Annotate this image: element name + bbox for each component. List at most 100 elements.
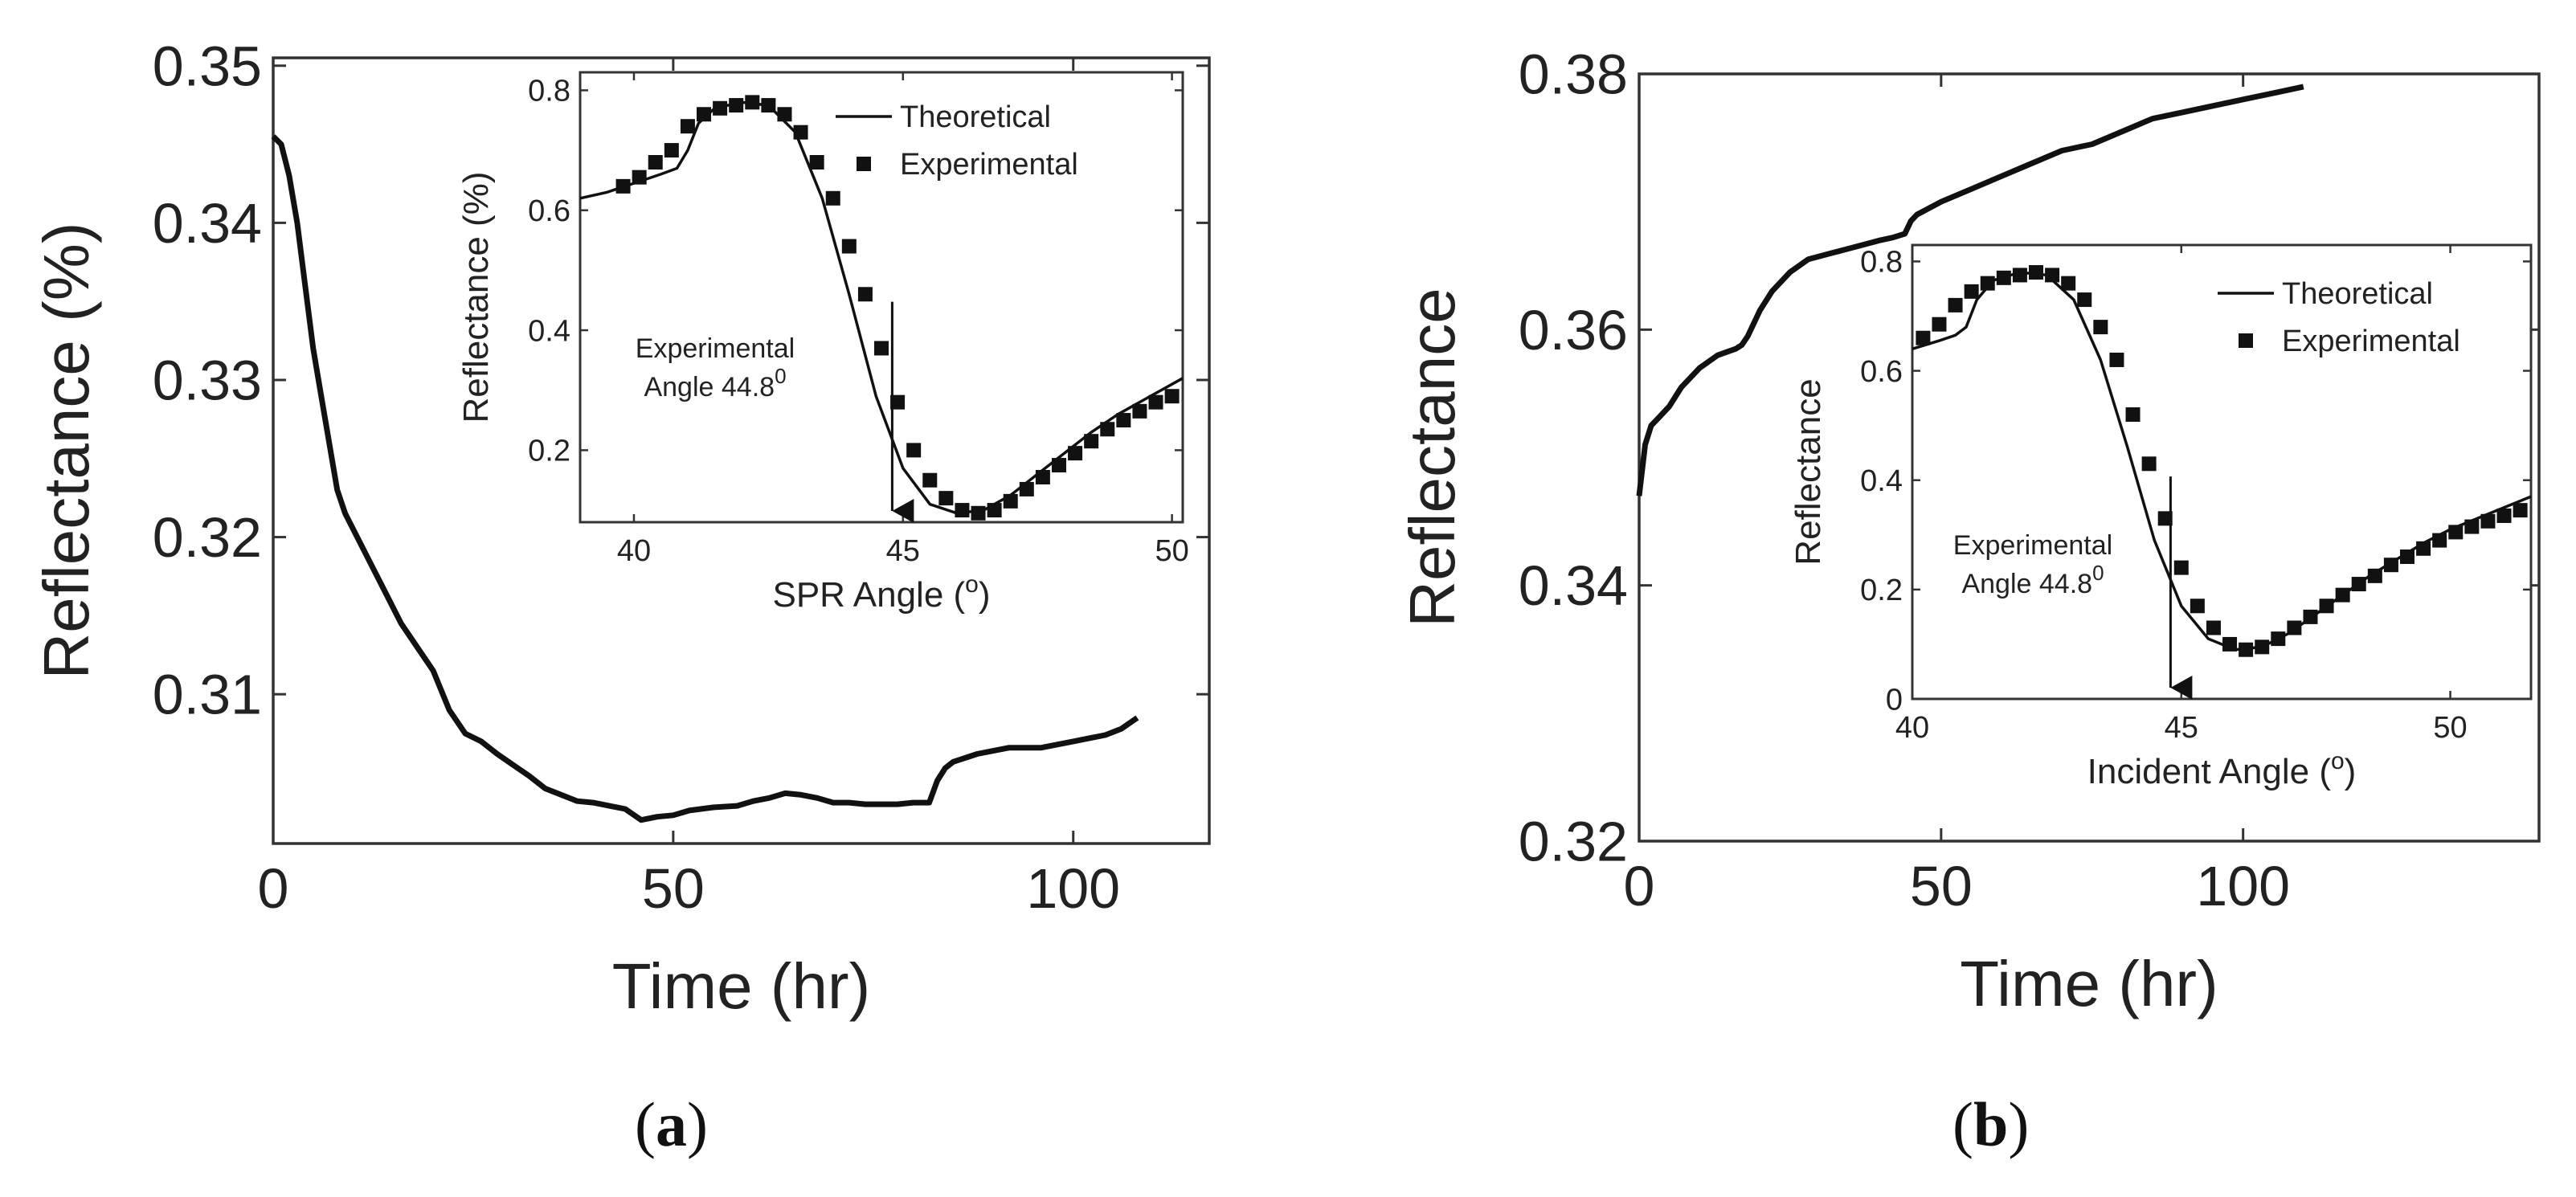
panel-label-b: (b) (1952, 1089, 2030, 1159)
panel-b-inset-y-tick-label: 0 (1886, 683, 1903, 717)
panel-b-y-tick-label: 0.34 (1519, 554, 1628, 617)
panel-b-inset-experimental-point (1916, 330, 1931, 345)
panel-a-inset-experimental-point (987, 503, 1002, 518)
panel-b-inset-experimental-point (1948, 297, 1963, 313)
panel-a-inset-experimental-point (615, 178, 631, 194)
chart-panel-a: 0 50 100 0.31 0.32 0.33 0.34 0.35 Time (hr) Refle… (31, 35, 1211, 1022)
panel-b-y-tick-label: 0.36 (1519, 299, 1628, 362)
panel-a-inset-experimental-point (697, 107, 712, 122)
panel-b-inset-experimental-point (2367, 568, 2382, 583)
panel-a-inset-annotation-angle: Angle 44.8 (644, 372, 775, 402)
panel-b-inset-experimental-point (1964, 284, 1979, 299)
panel-b-inset-experimental-point (2335, 587, 2350, 603)
panel-b-inset-experimental-point (2012, 268, 2027, 283)
panel-b-inset-experimental-point (2222, 636, 2238, 652)
panel-a-inset-theoretical-line (579, 100, 1184, 515)
panel-b-inset-experimental-point (2173, 560, 2189, 575)
panel-a-inset-experimental-point (890, 394, 906, 410)
panel-b-x-tick-label: 50 (1910, 855, 1973, 917)
panel-b-inset-plot-frame (1911, 243, 2533, 701)
panel-a-inset-experimental-point (809, 155, 824, 170)
panel-b-y-tick-label: 0.32 (1519, 811, 1628, 873)
panel-a-inset-legend-theoretical: Theoretical (900, 100, 1051, 134)
panel-b-inset-x-axis-label-main: Incident Angle ( (2087, 752, 2332, 791)
panel-a-inset-experimental-point (1100, 422, 1115, 437)
panel-b-inset-legend-experimental: Experimental (2282, 325, 2460, 358)
panel-b-inset-experimental-point (2400, 549, 2414, 565)
panel-a-inset-x-tick-label: 40 (617, 534, 651, 568)
panel-a-x-tick-label: 100 (1026, 857, 1120, 920)
panel-a-inset-experimental-point (793, 125, 808, 140)
panel-b-inset-legend-marker-sample (2239, 333, 2253, 348)
panel-a-y-tick-label: 0.32 (153, 506, 262, 569)
panel-a-inset-experimental-point (761, 98, 776, 113)
panel-b-inset-experimental-point (2303, 609, 2318, 624)
panel-b-inset-experimental-point (2093, 320, 2108, 335)
panel-b-inset-experimental-point (2416, 541, 2431, 556)
panel-b-x-tick-label: 0 (1624, 855, 1655, 917)
panel-b-inset-experimental-point (2496, 508, 2512, 523)
panel-label-b-text: b (1973, 1089, 2009, 1159)
panel-a-inset-experimental-point (1164, 389, 1180, 404)
panel-a-inset-x-axis-label-main: SPR Angle ( (772, 575, 965, 615)
panel-a-inset-experimental-point (745, 95, 760, 110)
panel-a-inset-annotation-line1: Experimental (636, 333, 795, 364)
panel-a-y-tick-label: 0.33 (153, 349, 262, 411)
panel-a-x-tick-label: 50 (642, 857, 705, 920)
panel-b-x-tick-label: 100 (2196, 855, 2290, 917)
panel-a-inset-experimental-point (1084, 434, 1099, 449)
panel-a-inset-legend-marker-sample (857, 157, 871, 171)
panel-b-inset-experimental-point (2464, 519, 2480, 534)
panel-b-inset-annotation-line1: Experimental (1953, 530, 2112, 561)
panel-a-inset-experimental-point (971, 505, 986, 521)
panel-a-inset-experimental-point (922, 472, 938, 488)
panel-a-inset-experimental-point (906, 443, 922, 458)
panel-b-inset-experimental-point (2157, 511, 2173, 526)
panel-b-inset-experimental-point (1980, 276, 1995, 291)
panel-a-inset-annotation-degree: 0 (775, 364, 786, 388)
panel-a-y-tick-label: 0.35 (153, 35, 262, 97)
panel-a-inset-experimental-point (777, 107, 792, 122)
panel-b-y-axis-label: Reflectance (1396, 288, 1468, 627)
panel-a-inset-experimental-point (729, 98, 744, 113)
panel-b-inset-experimental-point (2061, 276, 2076, 291)
panel-a-inset-x-axis-label-end: ) (979, 575, 991, 615)
panel-b-inset-experimental-point (2513, 503, 2528, 518)
panel-a-inset-experimental-point (1035, 470, 1050, 484)
panel-b-inset-y-tick-label: 0.8 (1860, 246, 1903, 280)
panel-b-inset-x-axis-label-sup: o (2331, 748, 2345, 774)
panel-b-inset-experimental-point (2432, 533, 2447, 548)
panel-a-inset-experimental-point (1132, 403, 1147, 419)
panel-a-inset-experimental-point (713, 100, 728, 116)
panel-b-inset-annotation-angle: Angle 44.8 (1961, 569, 2092, 599)
panel-a-y-tick-label: 0.31 (153, 664, 262, 726)
panel-b-main-series-line (1636, 84, 2304, 496)
panel-a-inset-x-axis-label-sup: o (965, 571, 979, 598)
panel-a-inset-experimental-point (1051, 458, 1066, 473)
panel-a-inset-x-tick-label: 50 (1155, 534, 1188, 568)
panel-a-x-axis-label: Time (hr) (612, 950, 870, 1022)
panel-a-inset-experimental-point (1019, 481, 1034, 496)
panel-label-a-text: a (655, 1089, 687, 1159)
panel-b-inset-experimental-point (1932, 317, 1947, 332)
panel-b-inset-experimental-point (2255, 639, 2270, 655)
panel-b-inset-experimental-point (2029, 265, 2043, 280)
panel-a-inset-x-tick-label: 45 (886, 534, 920, 568)
panel-a-inset-experimental-point (955, 503, 970, 518)
panel-a-inset-y-tick-label: 0.4 (528, 314, 570, 348)
panel-b-inset-y-tick-label: 0.2 (1860, 574, 1903, 607)
panel-a-inset-y-tick-label: 0.6 (528, 194, 570, 228)
panel-b-inset-y-tick-label: 0.4 (1860, 464, 1903, 498)
panel-a-inset-experimental-point (938, 491, 954, 506)
panel-a-inset-legend-experimental: Experimental (900, 148, 1078, 182)
panel-b-inset-legend-theoretical: Theoretical (2282, 277, 2433, 311)
panel-a-inset-y-axis-label: Reflectance (%) (456, 171, 496, 423)
panel-a-main-series-line (271, 134, 1139, 823)
panel-b-inset-experimental-point (2045, 268, 2060, 283)
panel-b-inset-experimental-point (2190, 598, 2205, 614)
panel-b-inset-x-tick-label: 45 (2165, 711, 2198, 745)
panel-b-inset-experimental-point (2271, 631, 2286, 647)
panel-b-inset-experimental-point (2239, 642, 2254, 657)
panel-b-inset-experimental-point (2077, 292, 2092, 308)
